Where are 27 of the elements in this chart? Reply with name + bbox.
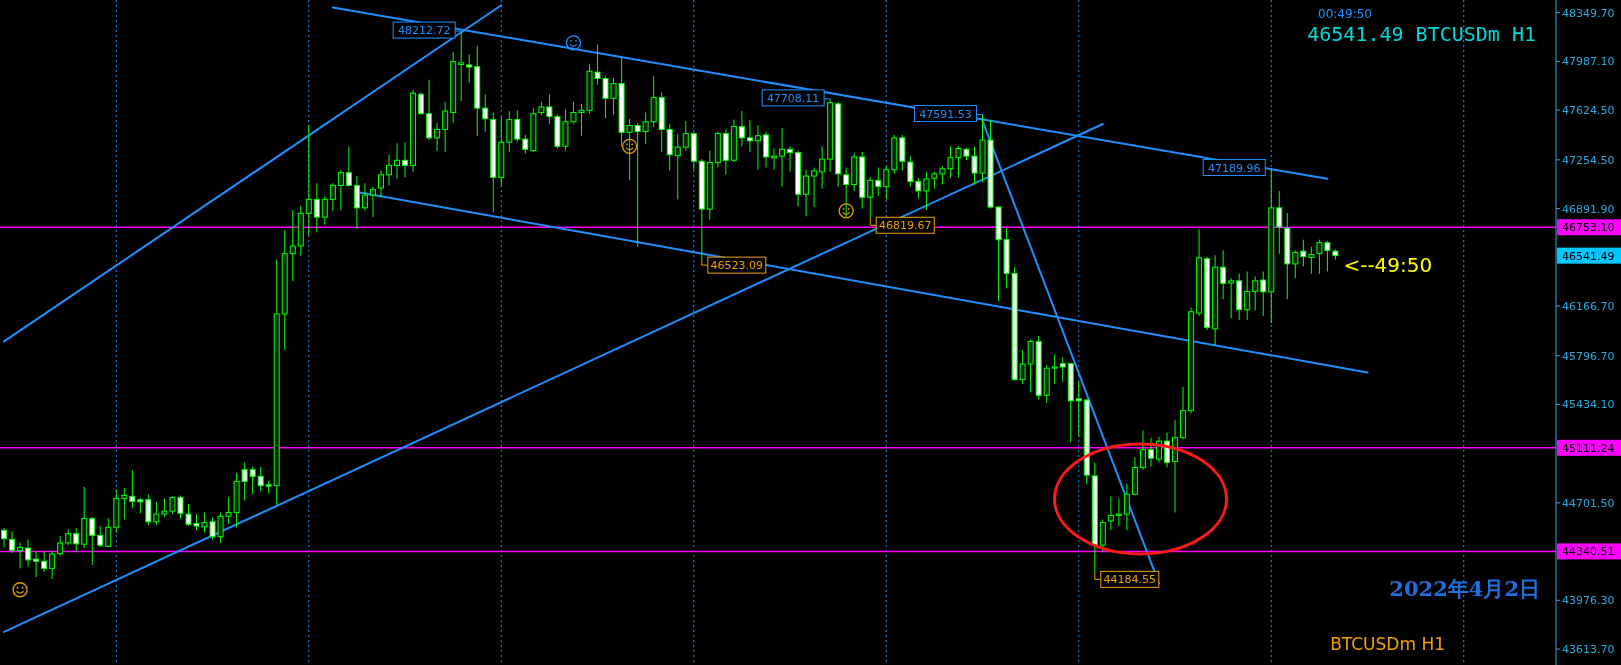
y-tick-label: 46166.70 — [1562, 300, 1615, 313]
annotation: 47708.11 — [766, 91, 820, 105]
y-tick-label: 48349.70 — [1562, 6, 1615, 20]
y-tick-label: 47624.50 — [1562, 104, 1615, 118]
y-tick-label: 44701.50 — [1562, 496, 1615, 510]
text: 46541.49 BTCUSDm H1 — [1307, 22, 1536, 46]
y-tick-label: 43613.70 — [1562, 643, 1615, 657]
annotation: 46819.67 — [878, 219, 932, 233]
text: 00:49:50 — [1318, 7, 1372, 21]
y-tick-label: 46891.90 — [1562, 202, 1615, 216]
annotation: 2022年4月2日 — [1389, 576, 1540, 601]
ref-line-label: 46753.10 — [1562, 221, 1615, 235]
ref-line-label: 45111.24 — [1562, 441, 1615, 455]
ref-line-label: 44340.51 — [1562, 545, 1615, 559]
annotation: 48212.72 — [397, 24, 451, 38]
y-tick-label: 43976.30 — [1562, 594, 1615, 608]
annotation: <--49:50 — [1343, 252, 1433, 277]
y-tick-label: 47987.10 — [1562, 55, 1615, 69]
annotation: BTCUSDm H1 — [1330, 634, 1445, 654]
y-tick-label: 47254.50 — [1562, 153, 1615, 167]
annotation: 47591.53 — [919, 107, 972, 121]
annotation: 44184.55 — [1103, 573, 1157, 587]
text: 46541.49 — [1562, 249, 1615, 263]
y-tick-label: 45434.10 — [1562, 398, 1615, 412]
y-tick-label: 45796.70 — [1562, 349, 1615, 363]
annotation: 46523.09 — [710, 259, 764, 273]
annotation: 47189.96 — [1208, 161, 1261, 175]
